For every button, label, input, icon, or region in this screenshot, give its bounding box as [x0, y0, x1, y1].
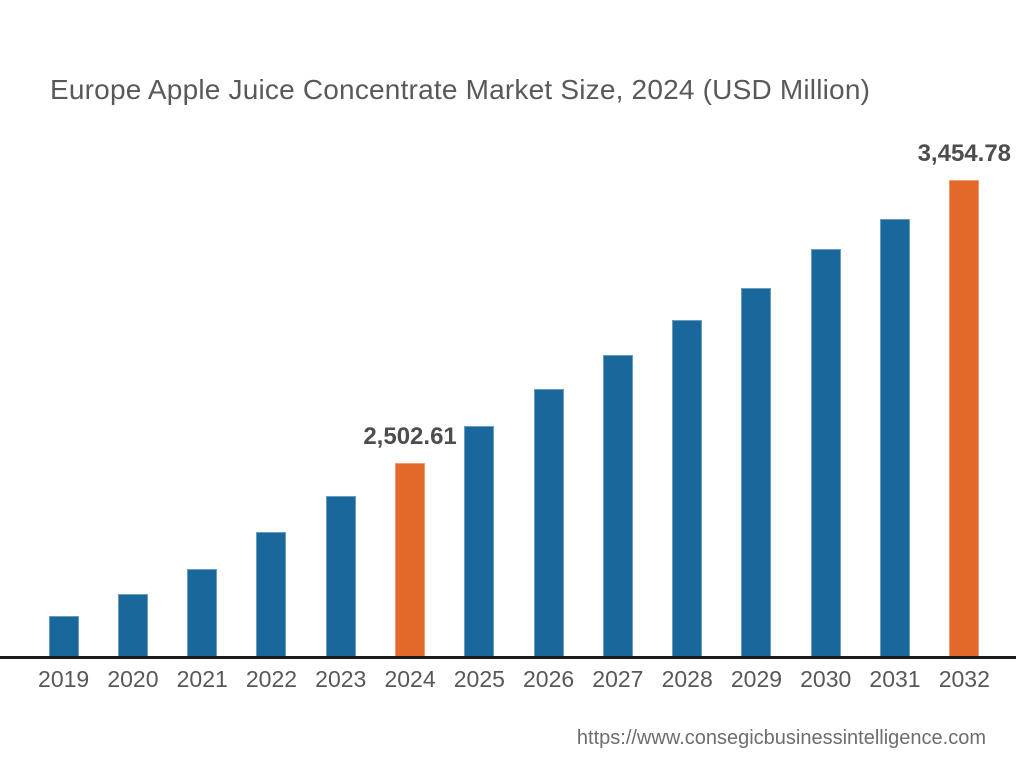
- bar-column-2026: [514, 137, 583, 657]
- bar-column-2023: [306, 137, 375, 657]
- data-label-2024: 2,502.61: [363, 423, 457, 450]
- x-tick-2026: 2026: [523, 666, 575, 692]
- bar-2027: [602, 355, 633, 657]
- bar-2032: [949, 180, 980, 657]
- x-tick-2020: 2020: [107, 666, 159, 692]
- x-tick-2031: 2031: [869, 666, 921, 692]
- x-tick-2025: 2025: [453, 666, 505, 692]
- x-tick-2019: 2019: [38, 666, 90, 692]
- bar-column-2031: [860, 137, 929, 657]
- x-tick-2024: 2024: [384, 666, 436, 692]
- bar-column-2019: [29, 137, 98, 657]
- bar-2020: [117, 594, 148, 657]
- bar-column-2028: [653, 137, 722, 657]
- x-axis-line: [0, 656, 1016, 659]
- bar-2031: [880, 219, 911, 657]
- x-tick-2032: 2032: [938, 666, 990, 692]
- bar-2022: [256, 532, 287, 657]
- bar-column-2032: 3,454.78: [918, 137, 1011, 657]
- x-tick-2028: 2028: [661, 666, 713, 692]
- bar-2029: [741, 288, 772, 657]
- plot-area: 2,502.61 3,454.78: [29, 137, 1011, 657]
- bar-2025: [464, 426, 495, 657]
- chart-title: Europe Apple Juice Concentrate Market Si…: [50, 74, 871, 105]
- x-tick-2029: 2029: [730, 666, 783, 692]
- bar-2019: [48, 616, 79, 657]
- bar-2021: [187, 569, 218, 657]
- bar-column-2029: [722, 137, 791, 657]
- x-tick-2021: 2021: [176, 666, 228, 692]
- x-axis-tick-labels: 2019 2020 2021 2022 2023 2024 2025 2026 2027 2028…: [29, 666, 999, 693]
- bar-2024: [395, 463, 426, 657]
- bar-2023: [325, 496, 356, 657]
- bar-2030: [810, 249, 841, 657]
- bar-2026: [533, 389, 564, 657]
- bar-2028: [672, 320, 703, 657]
- bar-column-2030: [791, 137, 860, 657]
- x-tick-2030: 2030: [800, 666, 852, 692]
- x-tick-2027: 2027: [592, 666, 644, 692]
- data-label-2032: 3,454.78: [917, 140, 1012, 167]
- bar-column-2020: [98, 137, 167, 657]
- bar-column-2027: [583, 137, 652, 657]
- source-url: https://www.consegicbusinessintelligence…: [576, 727, 986, 749]
- x-tick-2023: 2023: [315, 666, 367, 692]
- bar-column-2021: [168, 137, 237, 657]
- bar-column-2024: 2,502.61: [363, 137, 457, 657]
- bar-column-2022: [237, 137, 306, 657]
- bar-column-2025: [445, 137, 514, 657]
- x-tick-2022: 2022: [245, 666, 298, 692]
